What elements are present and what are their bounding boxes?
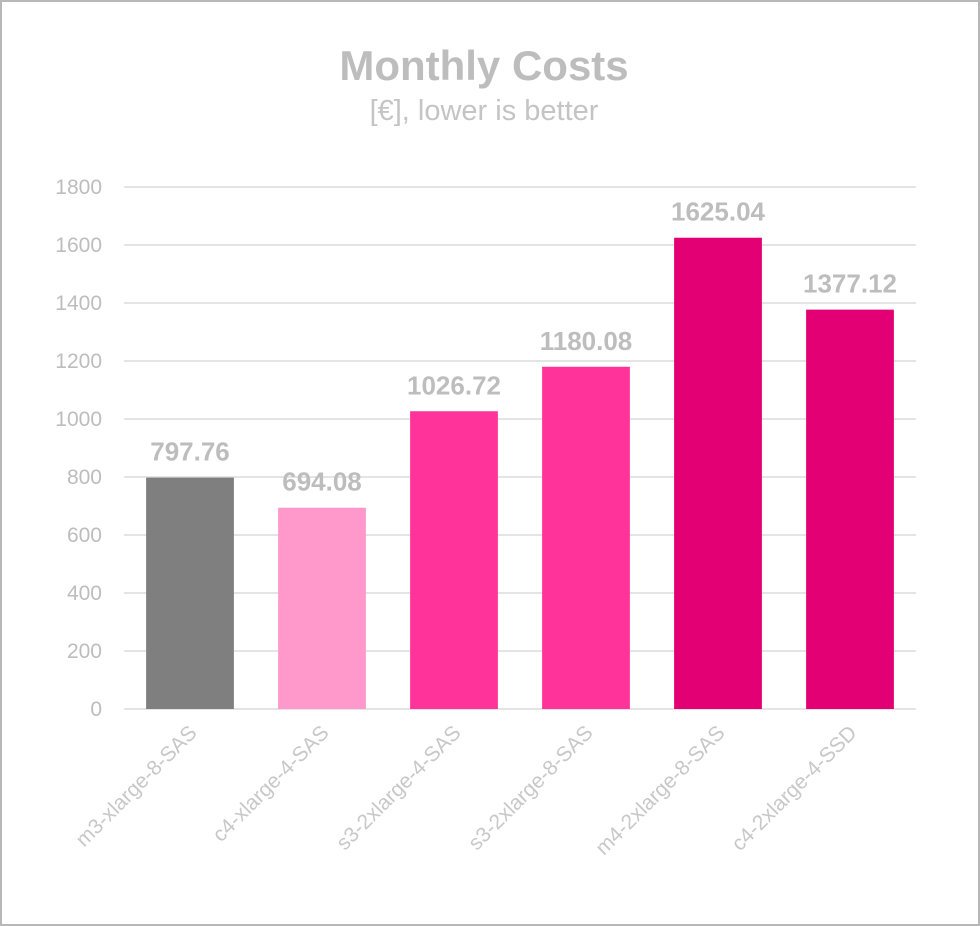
x-category-label: m4-2xlarge-8-SAS <box>591 721 729 859</box>
data-label: 1180.08 <box>540 326 633 356</box>
x-category-label: c4-2xlarge-4-SSD <box>727 721 861 855</box>
y-tick-label: 400 <box>67 582 102 605</box>
data-label: 1377.12 <box>803 269 897 299</box>
bar-c4-2xlarge-4-SSD <box>806 309 894 709</box>
bar-c4-xlarge-4-SAS <box>278 507 366 709</box>
data-label: 797.76 <box>150 437 230 467</box>
data-label: 694.08 <box>282 467 362 497</box>
y-tick-label: 800 <box>67 466 102 489</box>
bar-s3-2xlarge-8-SAS <box>542 366 630 709</box>
gridlines <box>124 186 916 710</box>
x-category-label: m3-xlarge-8-SAS <box>71 721 201 851</box>
y-tick-label: 1800 <box>55 176 102 199</box>
chart-subtitle: [€], lower is better <box>370 95 599 127</box>
y-tick-label: 0 <box>90 698 102 721</box>
bar-m4-2xlarge-8-SAS <box>674 237 762 709</box>
x-axis-categories: m3-xlarge-8-SAS c4-xlarge-4-SASs3-2xlarge… <box>71 721 861 859</box>
y-tick-label: 1600 <box>55 234 102 257</box>
y-axis-ticks: 0 200 400 600 800 1000 1200 1400 1600 1800 <box>55 176 102 721</box>
data-label: 1625.04 <box>671 197 766 227</box>
x-category-label: s3-2xlarge-8-SAS <box>464 721 597 854</box>
chart-title: Monthly Costs <box>339 42 628 89</box>
x-category-label: c4-xlarge-4-SAS <box>208 721 333 846</box>
y-tick-label: 1400 <box>55 292 102 315</box>
data-labels: 797.76 694.08 1026.72 1180.08 1625.04 1377.12 <box>150 197 897 497</box>
y-tick-label: 1200 <box>55 350 102 373</box>
y-tick-label: 600 <box>67 524 102 547</box>
bars <box>146 237 894 709</box>
x-category-label: s3-2xlarge-4-SAS <box>332 721 465 854</box>
data-label: 1026.72 <box>407 370 501 400</box>
bar-s3-2xlarge-4-SAS <box>410 411 498 709</box>
bar-m3-xlarge-8-SAS <box>146 477 234 709</box>
y-tick-label: 1000 <box>55 408 102 431</box>
y-tick-label: 200 <box>67 640 102 663</box>
